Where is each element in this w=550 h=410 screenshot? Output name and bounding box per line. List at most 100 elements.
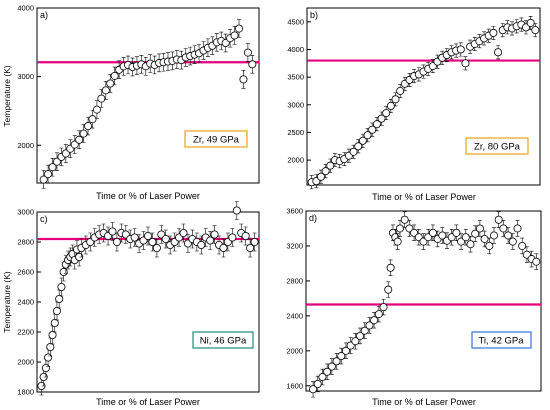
panel-a-annotation-box <box>184 130 248 148</box>
panel-b-data-point <box>316 172 325 181</box>
panel-c-data-point <box>143 231 152 240</box>
panel-b-y-ticks: 2000 2500 3000 3500 4000 4500 <box>287 17 311 165</box>
panel-d-y-tick-label: 2400 <box>286 311 303 320</box>
panel-d-data-points <box>309 211 541 398</box>
panel-c-data-point <box>57 282 66 291</box>
panel-c-data-points <box>37 201 259 396</box>
panel-d-data-point <box>461 233 470 242</box>
panel-b-data-point <box>377 114 386 123</box>
panel-a-x-axis-label: Time or % of Laser Power <box>96 191 200 201</box>
panel-d-data-point <box>513 224 522 233</box>
panel-d-y-ticks: 1600 2000 2400 2800 3200 3600 <box>286 207 310 390</box>
panel-b-data-point <box>489 28 498 37</box>
panel-d-data-point <box>485 241 494 250</box>
panel-a-plot-frame <box>36 7 260 184</box>
panel-d-data-point <box>379 303 388 312</box>
panel-d-data-point <box>360 326 369 335</box>
panel-a-data-point <box>235 24 244 33</box>
panel-b-y-tick-label: 2500 <box>287 128 304 137</box>
panel-b-letter: b) <box>310 10 318 20</box>
panel-b-data-point <box>349 147 358 156</box>
panel-d-data-point <box>494 215 503 224</box>
panel-c-y-axis-label: Temperature (K) <box>2 271 12 333</box>
panel-a-data-point <box>79 129 88 138</box>
panel-c-y-tick-label: 2600 <box>17 268 34 277</box>
panel-c-data-point <box>232 206 241 215</box>
panel-d-annotation: Ti, 42 GPa <box>471 331 532 349</box>
panel-d-annotation-text: Ti, 42 GPa <box>478 336 524 347</box>
panel-c-data-point <box>210 230 219 239</box>
panel-c-data-point <box>197 240 206 249</box>
panel-d-data-point <box>356 331 365 340</box>
panel-c-data-point <box>46 342 55 351</box>
panel-a-data-point <box>84 122 93 131</box>
panel-a-annotation-text: Zr, 49 GPa <box>193 135 240 146</box>
panel-a-letter: a) <box>40 10 48 20</box>
panel-d-data-point <box>384 285 393 294</box>
panel-a-data-points <box>39 19 257 189</box>
panel-d-letter: d) <box>309 213 317 223</box>
panel-b-data-points <box>307 15 540 190</box>
panel-d-plot-frame <box>305 210 542 392</box>
panel-a-data-point <box>110 71 119 80</box>
panel-b-data-point <box>461 59 470 68</box>
panel-d-x-axis-label: Time or % of Laser Power <box>372 397 476 407</box>
panel-d-annotation-box <box>471 331 532 349</box>
panel-b-data-point <box>382 109 391 118</box>
panel-c-data-point <box>55 294 64 303</box>
panel-a-y-tick-label: 3000 <box>17 72 34 81</box>
panel-d-data-point <box>532 257 541 266</box>
panel-d-data-point <box>323 367 332 376</box>
panel-d-data-point <box>386 263 395 272</box>
panel-c-data-point <box>250 237 259 246</box>
panel-b-annotation-box <box>465 137 529 155</box>
panel-d-data-point <box>337 352 346 361</box>
panel-d-y-tick-label: 2000 <box>286 346 303 355</box>
panel-a-data-point <box>239 75 248 84</box>
panel-a-data-point <box>101 86 110 95</box>
panel-d-data-point <box>332 357 341 366</box>
panel-c-y-tick-label: 2000 <box>17 358 34 367</box>
panel-b-data-point <box>363 131 372 140</box>
panel-d-data-point <box>499 224 508 233</box>
panel-d-y-tick-label: 3200 <box>286 242 303 251</box>
panel-c-annotation-text: Ni, 46 GPa <box>200 336 247 347</box>
panel-c-data-point <box>148 237 157 246</box>
panel-b-data-point <box>368 125 377 134</box>
panel-a-data-point <box>48 163 57 172</box>
panel-b-y-tick-label: 4000 <box>287 45 304 54</box>
panel-c-annotation-box <box>192 331 254 349</box>
panel-d-data-point <box>508 237 517 246</box>
panel-d-data-point <box>370 316 379 325</box>
panel-b-annotation-text: Zr, 80 GPa <box>474 142 521 153</box>
panel-a-data-point <box>88 115 97 124</box>
panel-b-y-tick-label: 3500 <box>287 73 304 82</box>
panel-b-y-tick-label: 3000 <box>287 100 304 109</box>
panel-c-data-point <box>44 353 53 362</box>
panel-d-data-point <box>438 231 447 240</box>
panel-b-data-point <box>372 120 381 129</box>
panel-b-data-point <box>354 142 363 151</box>
panel-b-data-point <box>531 26 540 35</box>
panel-c-x-axis-label: Time or % of Laser Power <box>96 397 200 407</box>
panel-d-data-point <box>452 228 461 237</box>
panel-b-annotation: Zr, 80 GPa <box>465 137 529 155</box>
panel-d-data-point <box>466 240 475 249</box>
panel-c-y-ticks: 1800 2000 2200 2400 2600 2800 3000 <box>17 208 41 397</box>
panel-c-data-point <box>48 330 57 339</box>
panel-a-y-ticks: 2000 3000 4000 <box>17 4 41 150</box>
panel-a-data-point <box>39 175 48 184</box>
panel-a-data-point <box>106 79 115 88</box>
panel-d-data-point <box>351 337 360 346</box>
panel-c-data-point <box>52 306 61 315</box>
panel-c-data-point <box>161 234 170 243</box>
panel-b-data-point <box>396 86 405 95</box>
panel-c-data-point <box>41 363 50 372</box>
panel-b-data-point <box>494 48 503 57</box>
panel-d-data-point <box>504 231 513 240</box>
panel-c-data-point <box>152 243 161 252</box>
panel-d-data-point <box>395 224 404 233</box>
panel-a-data-point <box>248 60 257 69</box>
panel-b-data-point <box>358 136 367 145</box>
panel-b-data-point <box>391 95 400 104</box>
